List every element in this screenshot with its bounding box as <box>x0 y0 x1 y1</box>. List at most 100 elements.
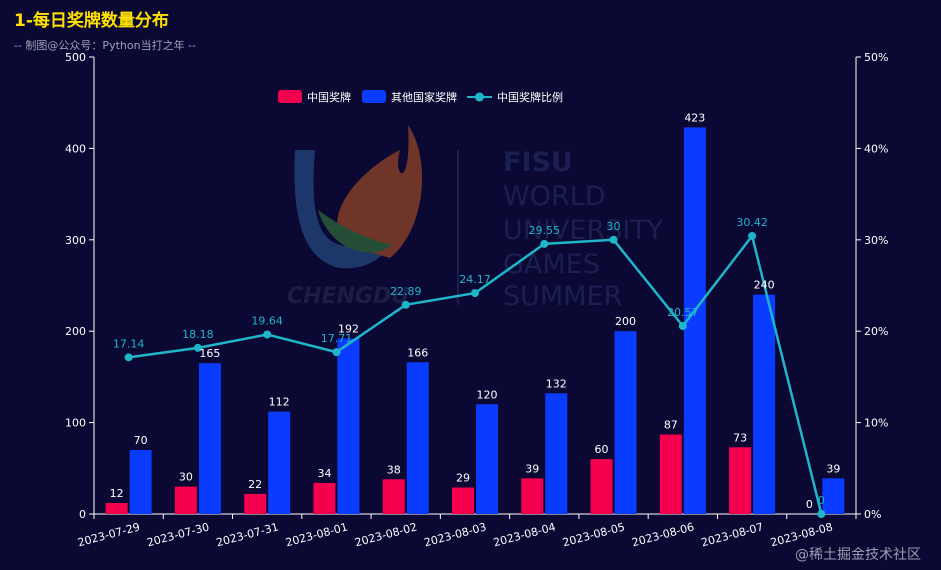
logo-line-2: WORLD <box>503 181 606 212</box>
x-ticks: 2023-07-29 2023-07-30 2023-07-31 2023-08-01… <box>76 514 857 549</box>
bar-other-label: 166 <box>407 346 428 359</box>
ratio-point <box>748 231 757 240</box>
ratio-point-label: 17.71 <box>321 332 353 345</box>
x-tick-label: 2023-08-02 <box>353 520 418 549</box>
bar-china-label: 30 <box>179 471 193 484</box>
bar-china-label: 0 <box>806 498 813 511</box>
ratio-point-label: 20.57 <box>667 306 699 319</box>
x-tick-label: 2023-08-01 <box>284 520 349 549</box>
bar-other-label: 120 <box>477 388 498 401</box>
bar-other-label: 240 <box>754 279 775 292</box>
x-tick-label: 2023-08-03 <box>423 520 488 549</box>
legend-label-ratio: 中国奖牌比例 <box>497 90 563 104</box>
bar-other <box>683 127 706 515</box>
ratio-point-label: 19.64 <box>251 314 283 327</box>
bar-other <box>545 393 568 514</box>
y-right-tick-label: 20% <box>864 325 888 338</box>
logo-city-text: CHENGDU <box>287 284 409 309</box>
legend-item-other[interactable]: 其他国家奖牌 <box>362 90 457 104</box>
bar-china <box>174 486 197 514</box>
y-right-tick-label: 50% <box>864 51 888 64</box>
ratio-point <box>263 330 272 339</box>
y-left-ticks: 0 100 200 300 400 500 <box>65 51 94 521</box>
y-right-tick-label: 40% <box>864 142 888 155</box>
ratio-point-label: 30.42 <box>736 216 768 229</box>
bar-china-label: 38 <box>387 463 401 476</box>
logo-line-1: FISU <box>503 147 573 178</box>
bar-other <box>337 338 360 514</box>
x-tick-label: 2023-07-29 <box>76 520 141 549</box>
y-left-tick-label: 200 <box>65 325 86 338</box>
ratio-point <box>471 289 479 298</box>
bar-china <box>521 478 544 514</box>
y-left-tick-label: 300 <box>65 234 86 247</box>
bar-other <box>198 363 221 514</box>
legend: 中国奖牌 其他国家奖牌 中国奖牌比例 <box>278 90 563 104</box>
ratio-point <box>332 348 341 357</box>
bar-china-label: 73 <box>733 431 747 444</box>
bar-other-label: 70 <box>134 434 148 447</box>
bar-china <box>382 479 405 514</box>
ratio-point-label: 30 <box>607 220 621 233</box>
ratio-point <box>817 510 826 518</box>
bar-other <box>753 294 776 514</box>
x-tick-label: 2023-07-30 <box>146 520 211 549</box>
bar-other <box>614 331 637 514</box>
ratio-line-series <box>124 231 826 518</box>
y-right-tick-label: 0% <box>864 508 881 521</box>
legend-item-china[interactable]: 中国奖牌 <box>278 90 351 104</box>
bar-china <box>729 447 752 514</box>
ratio-point-label: 22.89 <box>390 285 422 298</box>
bar-china <box>313 482 336 514</box>
x-tick-label: 2023-08-05 <box>561 520 626 549</box>
bar-china-label: 12 <box>110 487 124 500</box>
bar-other-label: 112 <box>269 396 290 409</box>
y-right-tick-label: 10% <box>864 417 888 430</box>
legend-swatch-china <box>278 90 302 103</box>
bar-other-label: 132 <box>546 377 567 390</box>
bar-other <box>268 411 291 514</box>
legend-item-ratio[interactable]: 中国奖牌比例 <box>467 90 563 104</box>
y-right-tick-label: 30% <box>864 234 888 247</box>
bar-china-label: 39 <box>525 462 539 475</box>
ratio-point-label: 18.18 <box>182 328 214 341</box>
bar-china-label: 87 <box>664 418 678 431</box>
ratio-point <box>609 235 618 244</box>
chart-title: 1-每日奖牌数量分布 <box>14 11 169 31</box>
logo-line-5: SUMMER <box>503 281 622 312</box>
site-watermark: @稀土掘金技术社区 <box>795 547 921 563</box>
y-left-tick-label: 100 <box>65 417 86 430</box>
legend-label-other: 其他国家奖牌 <box>391 90 457 104</box>
bar-other-label: 200 <box>615 315 636 328</box>
bar-china <box>452 487 474 514</box>
ratio-point-label: 17.14 <box>113 337 145 350</box>
bar-series <box>105 127 845 515</box>
bar-other <box>406 362 429 514</box>
ratio-point-label: 24.17 <box>459 273 491 286</box>
x-tick-label: 2023-08-04 <box>492 520 557 549</box>
bar-china-label: 29 <box>456 471 470 484</box>
bar-other-label: 192 <box>338 323 359 336</box>
data-labels: 12 70 30 165 22 112 34 192 38 166 29 120 39 132 60 200 8… <box>110 111 841 511</box>
x-tick-label: 2023-08-07 <box>700 520 765 549</box>
legend-swatch-ratio-dot <box>475 92 484 102</box>
logo-leaf <box>318 210 392 253</box>
bar-other <box>822 478 845 514</box>
ratio-point <box>401 300 410 309</box>
bar-other <box>476 404 498 514</box>
bar-china <box>659 434 682 514</box>
legend-swatch-other <box>362 90 386 103</box>
x-tick-label: 2023-08-06 <box>630 520 695 549</box>
ratio-point-label: 0 <box>818 494 825 507</box>
chart-subtitle: -- 制图@公众号：Python当打之年 -- <box>14 39 196 52</box>
bar-other <box>129 450 152 514</box>
legend-label-china: 中国奖牌 <box>307 90 351 104</box>
logo-flame <box>337 125 423 258</box>
bar-other-label: 165 <box>199 347 220 360</box>
bar-china <box>590 459 613 514</box>
ratio-point <box>193 343 202 352</box>
universiade-logo: CHENGDU FISU WORLD UNIVERSITY GAMES SUMM… <box>287 125 664 312</box>
x-tick-label: 2023-07-31 <box>215 520 280 549</box>
bar-china <box>244 493 267 514</box>
y-left-tick-label: 0 <box>79 508 86 521</box>
